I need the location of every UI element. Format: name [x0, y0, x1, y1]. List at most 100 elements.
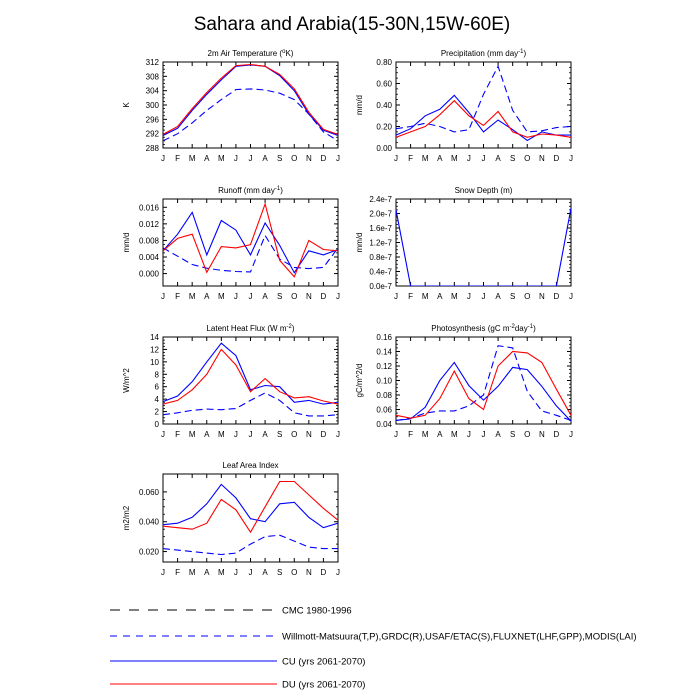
y-tick-label: 0.80	[376, 58, 392, 67]
x-tick-label: J	[249, 154, 253, 163]
x-tick-label: A	[262, 292, 268, 301]
x-tick-label: J	[234, 154, 238, 163]
panel-title: Latent Heat Flux (W m-2)	[206, 324, 294, 333]
series-line-cu	[396, 207, 571, 286]
series-line-du	[396, 99, 571, 138]
x-tick-label: J	[336, 430, 340, 439]
y-axis-label: mm/d	[355, 95, 364, 115]
x-tick-label: D	[321, 292, 327, 301]
y-tick-label: 300	[146, 101, 160, 110]
x-tick-label: M	[189, 430, 196, 439]
x-tick-label: M	[189, 154, 196, 163]
x-tick-label: J	[394, 292, 398, 301]
x-tick-label: S	[277, 430, 282, 439]
panel-latent-heat-flux: Latent Heat Flux (W m-2) 0 2 4 6 8 10 12 14 W/m^2…	[122, 324, 340, 439]
series-line-cu	[163, 64, 338, 137]
panel-title: 2m Air Temperature (oK)	[208, 49, 294, 58]
x-tick-label: M	[422, 430, 429, 439]
legend-label-2: Willmott-Matsuura(T,P),GRDC(R),USAF/ETAC…	[282, 632, 637, 643]
x-tick-label: J	[234, 568, 238, 577]
series-line-du	[396, 350, 571, 419]
series-line-obs	[163, 534, 338, 556]
y-tick-label: 0.060	[139, 488, 160, 497]
x-tick-label: A	[204, 154, 210, 163]
series-line-cu	[163, 483, 338, 529]
x-tick-label: F	[408, 154, 413, 163]
x-tick-label: A	[437, 154, 443, 163]
x-tick-label: J	[569, 154, 573, 163]
legend: CMC 1980-1996 Willmott-Matsuura(T,P),GRDC…	[110, 606, 637, 691]
x-tick-label: S	[510, 292, 515, 301]
y-tick-label: 0.012	[139, 220, 160, 229]
panels: 2m Air Temperature (oK) 288 292 296 300 304 30…	[122, 49, 573, 577]
y-tick-label: 0.04	[376, 420, 392, 429]
x-tick-label: N	[539, 154, 545, 163]
series-line-du	[163, 63, 338, 135]
panel-runoff: Runoff (mm day-1) 0.000 0.004 0.008 0.012 0.0…	[122, 186, 340, 301]
x-tick-label: A	[437, 292, 443, 301]
y-tick-label: 0.040	[139, 518, 160, 527]
x-tick-label: A	[495, 154, 501, 163]
x-tick-label: O	[524, 430, 530, 439]
x-tick-label: M	[451, 154, 458, 163]
panel-frame	[162, 61, 339, 149]
x-tick-label: D	[321, 430, 327, 439]
y-tick-label: 14	[150, 333, 159, 342]
y-tick-label: 0	[155, 420, 160, 429]
x-tick-label: J	[467, 430, 471, 439]
y-tick-label: 10	[150, 358, 159, 367]
y-tick-label: 2	[155, 408, 160, 417]
y-axis-label: K	[122, 102, 131, 108]
x-tick-label: F	[408, 430, 413, 439]
y-tick-label: 6	[155, 383, 160, 392]
x-tick-label: S	[510, 430, 515, 439]
x-tick-label: F	[175, 154, 180, 163]
x-tick-label: A	[437, 430, 443, 439]
y-tick-label: 8	[155, 370, 160, 379]
x-tick-label: J	[249, 430, 253, 439]
y-tick-label: 0.020	[139, 548, 160, 557]
y-tick-label: 0.4e-7	[369, 268, 392, 277]
y-tick-label: 0.08	[376, 391, 392, 400]
x-tick-label: J	[336, 154, 340, 163]
panel-title: Leaf Area Index	[222, 461, 278, 470]
x-tick-label: J	[482, 292, 486, 301]
x-tick-label: J	[482, 154, 486, 163]
series-line-cu	[163, 342, 338, 405]
x-tick-label: A	[262, 568, 268, 577]
x-tick-label: J	[234, 292, 238, 301]
x-tick-label: J	[161, 430, 165, 439]
x-tick-label: S	[277, 154, 282, 163]
x-tick-label: D	[554, 154, 560, 163]
x-tick-label: M	[218, 568, 225, 577]
y-tick-label: 0.20	[376, 123, 392, 132]
x-tick-label: J	[336, 292, 340, 301]
y-tick-label: 288	[146, 144, 160, 153]
y-tick-label: 0.004	[139, 253, 160, 262]
panel-title: Photosynthesis (gC m-2day-1)	[431, 324, 536, 333]
panel-frame	[395, 336, 572, 425]
y-tick-label: 0.40	[376, 101, 392, 110]
x-tick-label: N	[539, 292, 545, 301]
series-line-du	[163, 480, 338, 534]
x-tick-label: O	[291, 568, 297, 577]
series-line-du	[163, 202, 338, 278]
y-tick-label: 1.2e-7	[369, 239, 392, 248]
x-tick-label: J	[467, 154, 471, 163]
y-tick-label: 4	[155, 395, 160, 404]
x-tick-label: M	[451, 430, 458, 439]
x-tick-label: D	[321, 154, 327, 163]
y-tick-label: 0.12	[376, 362, 392, 371]
x-tick-label: A	[495, 430, 501, 439]
x-tick-label: S	[277, 292, 282, 301]
x-tick-label: M	[218, 154, 225, 163]
x-tick-label: J	[234, 430, 238, 439]
y-axis-label: mm/d	[355, 233, 364, 253]
y-tick-label: 292	[146, 130, 160, 139]
x-tick-label: N	[306, 430, 312, 439]
x-tick-label: J	[249, 568, 253, 577]
x-tick-label: O	[291, 292, 297, 301]
series-line-cu	[163, 211, 338, 274]
